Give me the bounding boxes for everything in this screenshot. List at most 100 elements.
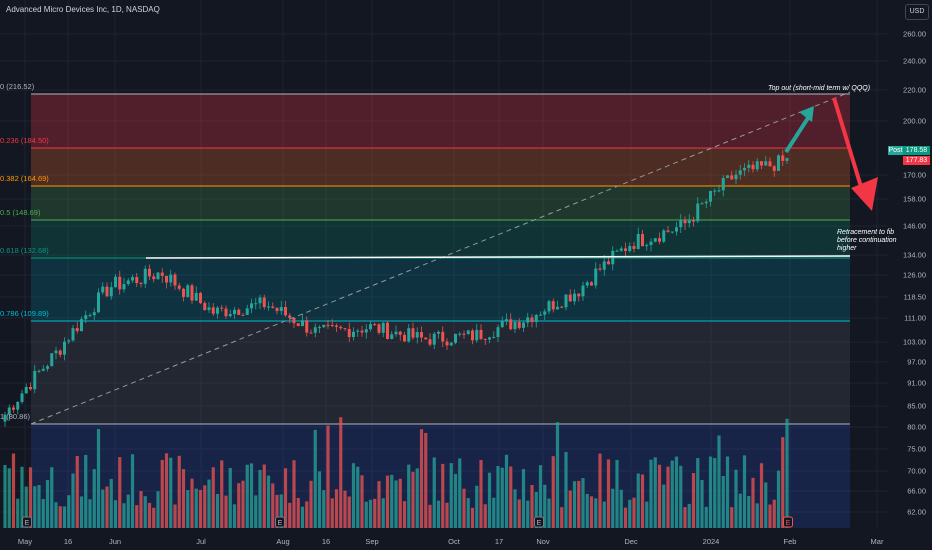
candle-body (670, 231, 674, 233)
candle-body (675, 227, 678, 232)
volume-bar (521, 469, 526, 528)
candle-body (356, 330, 360, 332)
fib-level-label: 0.5 (148.69) (0, 208, 41, 217)
candle-body (84, 315, 88, 320)
price-tick-label: 260.00 (903, 30, 926, 39)
time-tick-label: Nov (536, 537, 550, 546)
candle-body (696, 203, 700, 222)
volume-bar (101, 489, 105, 528)
volume-bar (696, 458, 700, 528)
candle-body (156, 272, 160, 280)
price-tick-label: 146.00 (903, 222, 926, 231)
volume-bar (679, 465, 683, 528)
annotations: Top out (short-mid term w/ QQQ) Retraceme… (768, 85, 897, 252)
candle-body (335, 325, 338, 327)
volume-bar (666, 466, 670, 528)
volume-bar (504, 454, 509, 528)
volume-bar (309, 480, 313, 528)
volume-bar (139, 491, 143, 528)
candle-body (432, 333, 436, 345)
candle-body (466, 330, 470, 335)
candle-body (71, 328, 75, 341)
candle-body (662, 230, 666, 242)
candle-body (305, 320, 309, 333)
candle-body (190, 285, 194, 301)
candle-body (292, 317, 296, 324)
volume-bar (611, 488, 615, 528)
volume-bar (776, 470, 781, 528)
volume-bar (432, 457, 436, 528)
volume-bar (203, 485, 207, 528)
volume-bar (759, 463, 764, 528)
candle-body (118, 276, 122, 290)
volume-bar (368, 499, 373, 528)
candle-body (645, 245, 649, 247)
price-tick-label: 75.00 (907, 445, 926, 454)
candle-body (33, 370, 37, 390)
time-axis[interactable]: May 16 Jun Jul Aug 16 Sep Oct 17 Nov Dec 2024 Feb Mar (18, 537, 884, 546)
volume-bar (296, 497, 300, 528)
volume-bar (313, 429, 317, 528)
candle-body (241, 314, 245, 316)
volume-bar (560, 507, 564, 528)
volume-bar (109, 479, 113, 528)
volume-bar (407, 464, 411, 528)
volume-bar (262, 464, 266, 528)
fib-level-label: 0 (216.52) (0, 82, 35, 91)
candle-body (522, 322, 525, 328)
price-tick-label: 70.00 (907, 467, 926, 476)
currency-button[interactable]: USD (905, 4, 929, 20)
volume-bar (381, 498, 385, 528)
candle-body (139, 283, 143, 285)
volume-bar (462, 488, 466, 528)
price-tick-label: 126.00 (903, 271, 926, 280)
volume-bar (572, 481, 577, 528)
candle-body (182, 288, 185, 297)
candle-body (50, 353, 54, 367)
volume-bar (198, 489, 203, 528)
candle-body (420, 332, 423, 338)
volume-bar (339, 417, 343, 528)
fib-zone (31, 148, 850, 186)
time-tick-label: Sep (365, 537, 378, 546)
candle-body (109, 287, 113, 297)
fib-level-label: 0.382 (164.69) (0, 174, 49, 183)
volume-bar (351, 463, 356, 528)
volume-bar (458, 458, 462, 528)
candle-body (37, 370, 41, 372)
volume-bar (190, 478, 194, 528)
volume-bar (71, 473, 75, 528)
candle-body (369, 324, 372, 330)
candle-body (581, 285, 585, 297)
price-tick-label: 134.00 (903, 251, 926, 260)
volume-bar (122, 503, 126, 528)
volume-bar (3, 464, 7, 528)
volume-bar (713, 458, 717, 528)
volume-bar (670, 460, 674, 528)
candle-body (700, 203, 704, 205)
candle-body (309, 332, 313, 334)
volume-bar (526, 500, 530, 528)
volume-bar (96, 429, 101, 528)
volume-bar (317, 471, 322, 528)
candle-body (747, 164, 751, 168)
candle-body (585, 282, 589, 286)
volume-bar (568, 490, 572, 528)
volume-bar (645, 501, 649, 528)
volume-bar (220, 460, 224, 528)
price-tick-label: 118.50 (904, 293, 926, 302)
volume-bar (653, 457, 657, 528)
fib-level-label: 0.236 (184.50) (0, 136, 49, 145)
candle-body (88, 315, 92, 317)
price-axis[interactable]: 260.00 240.00 220.00 200.00 170.00 158.00 146.… (903, 30, 926, 517)
candle-body (173, 274, 177, 286)
candle-body (398, 331, 402, 335)
time-tick-label: 16 (322, 537, 330, 546)
time-tick-label: Mar (871, 537, 884, 546)
post-price-tag: Post 178.58 (888, 146, 932, 155)
volume-bar (207, 479, 211, 528)
candle-body (475, 329, 479, 341)
candle-body (288, 315, 292, 318)
volume-bar (211, 467, 215, 528)
